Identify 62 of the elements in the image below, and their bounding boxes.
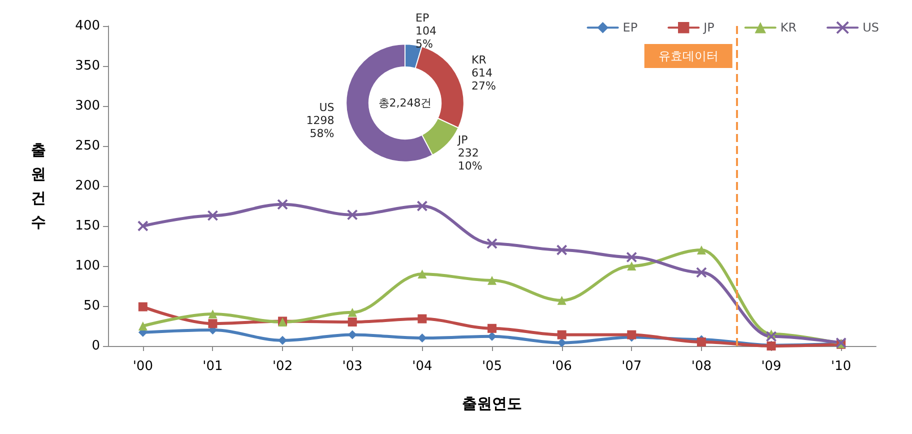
y-tick-label: 200 [75,178,100,194]
data-label: 104 5% [416,24,437,50]
y-tick-label: 150 [75,218,100,234]
ref-line-label: 유효데이터 [658,49,718,63]
point [207,210,218,222]
x-tick-label: '10 [831,359,852,374]
point [416,200,428,212]
slice-label: EP [416,11,430,24]
y-axis-title: 출원건수 [31,141,46,231]
point [348,318,357,326]
x-tick-label: '09 [761,359,782,374]
data-label: 232 10% [458,146,482,173]
x-tick-label: '02 [272,359,293,374]
point [346,209,358,220]
point [696,338,706,346]
point [627,262,636,270]
point [557,296,566,305]
y-tick-label: 400 [75,18,100,34]
point [557,330,566,340]
point [488,324,496,333]
x-tick-label: '08 [691,359,712,374]
y-tick-label: 0 [92,338,100,354]
data-label: 1298 58% [306,114,334,140]
point [277,198,288,210]
x-tick-label: '00 [132,359,153,374]
y-tick-label: 50 [83,298,100,314]
slice-label: US [319,101,334,114]
y-tick-label: 250 [75,138,100,154]
point [137,220,148,232]
point [627,330,636,340]
annotation: 총2,248건 [378,96,432,110]
x-tick-label: '07 [622,359,642,374]
point [208,310,218,318]
y-tick-label: 100 [75,258,100,274]
slice-label: JP [456,134,468,147]
point [696,246,706,254]
x-tick-label: '05 [482,359,502,374]
x-tick-label: '04 [412,359,432,374]
y-tick-label: 300 [75,98,100,114]
legend-label: US [862,20,880,35]
point [626,252,638,263]
point [486,238,498,250]
point [208,319,218,328]
point [418,270,427,278]
point [766,330,777,342]
point [696,266,707,278]
data-label: 614 27% [472,66,496,93]
y-tick-label: 350 [75,58,100,74]
point [138,302,148,312]
point [556,244,568,256]
x-tick-label: '03 [342,359,362,374]
x-tick-label: '01 [202,359,223,374]
legend-label: KR [780,20,797,35]
point [138,322,148,330]
point [348,308,357,317]
point [418,314,427,324]
legend-label: JP [702,20,714,35]
x-axis-title: 출원연도 [462,394,522,412]
legend-label: EP [622,20,638,35]
point [488,276,496,285]
x-tick-label: '06 [552,359,572,374]
slice-label: KR [472,54,487,67]
